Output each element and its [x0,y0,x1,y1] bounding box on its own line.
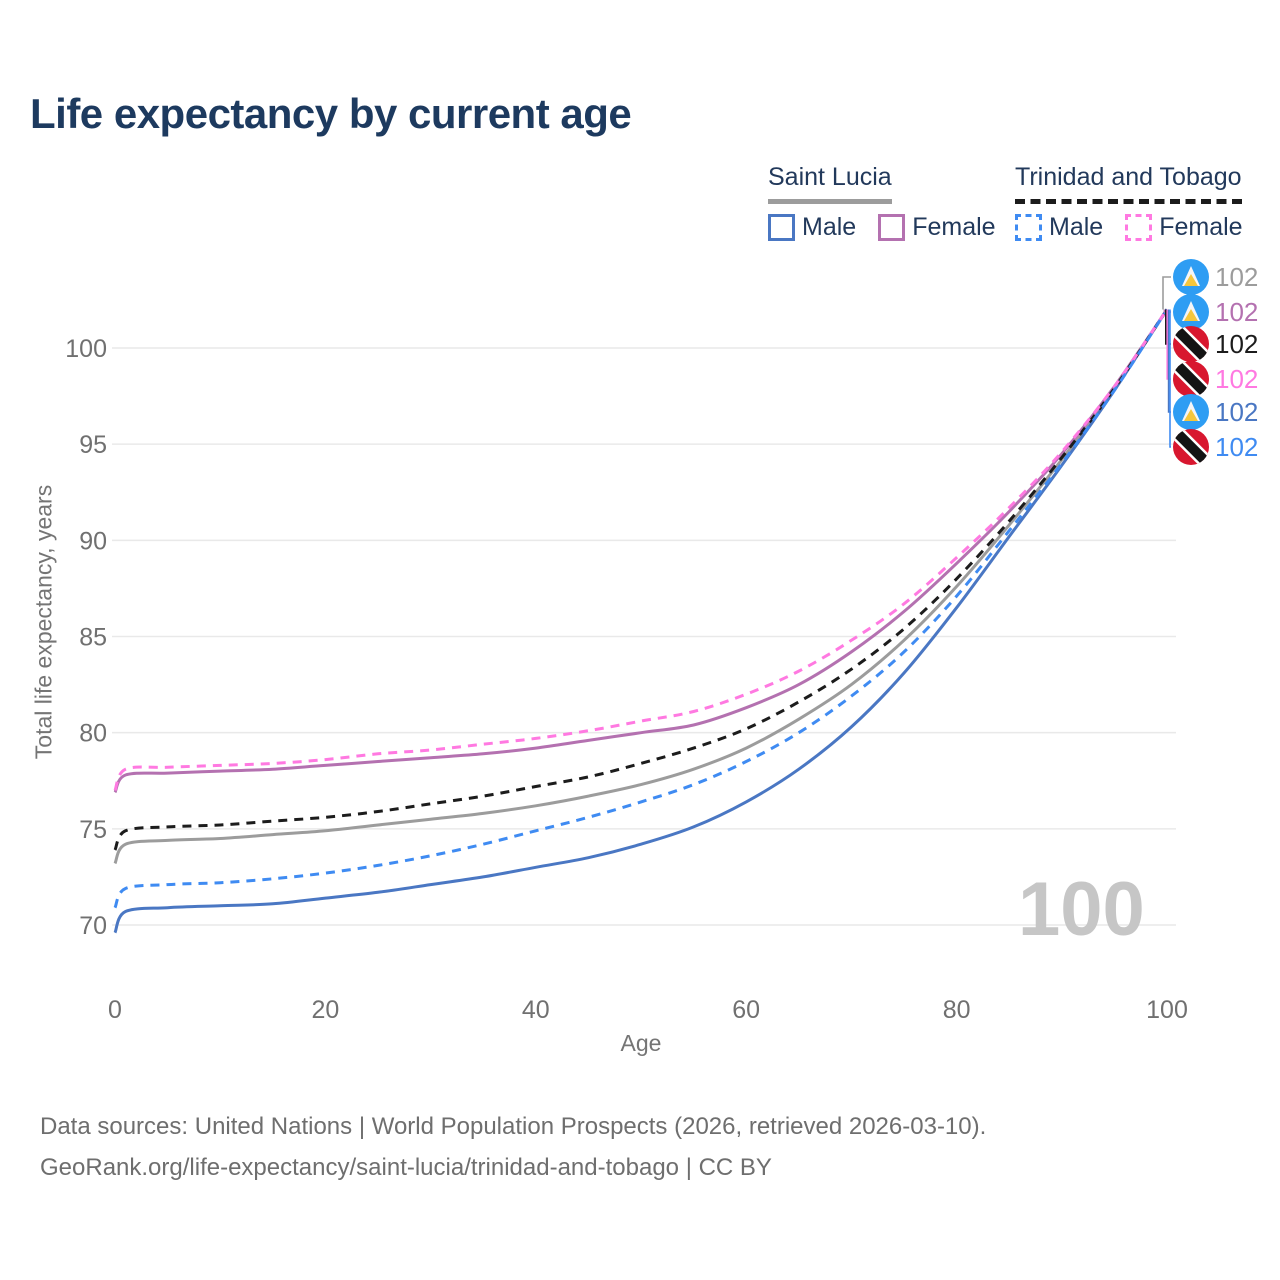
end-label-value: 102 [1215,261,1259,292]
end-label-leader-5 [1169,309,1171,448]
end-label-row-trinidad-and-tobago-male[interactable]: 102 [1173,429,1258,465]
legend-group-trinidad-and-tobago: Trinidad and Tobago Male Female [1015,163,1265,242]
y-tick-label-85: 85 [79,624,107,652]
y-tick-label-90: 90 [79,527,107,555]
legend-swatch-saint-lucia-female[interactable] [878,214,906,241]
saint-lucia-flag-icon [1173,259,1209,295]
y-tick-label-100: 100 [65,335,107,363]
legend-swatch-trinidad-and-tobago-male[interactable] [1015,214,1042,241]
chart-canvas: 70 75 80 85 90 95 100 0 20 40 60 80 100 [65,276,1188,1024]
y-tick-label-95: 95 [79,431,107,459]
legend-title-saint-lucia[interactable]: Saint Lucia [768,163,892,204]
legend-title-trinidad-and-tobago[interactable]: Trinidad and Tobago [1015,163,1242,204]
legend-items-saint-lucia: Male Female [768,213,1018,242]
footer-data-sources: Data sources: United Nations | World Pop… [40,1113,987,1140]
end-label-row-trinidad-and-tobago-female[interactable]: 102 [1173,361,1258,397]
end-label-row-saint-lucia-female[interactable]: 102 [1173,294,1258,330]
y-tick-label-75: 75 [79,816,107,844]
series-line-trinidad-and-tobago-male[interactable] [113,308,1169,909]
y-tick-label-80: 80 [79,720,107,748]
end-label-value: 102 [1215,431,1259,462]
trinidad-and-tobago-flag-icon [1173,429,1209,465]
legend-label-trinidad-and-tobago-male[interactable]: Male [1049,213,1104,241]
footer-attribution: GeoRank.org/life-expectancy/saint-lucia/… [40,1154,772,1181]
end-label-value: 102 [1215,296,1259,327]
x-tick-label-60: 60 [732,996,760,1024]
end-label-row-saint-lucia-total[interactable]: 102 [1173,259,1258,295]
end-label-leader-0 [1162,276,1171,310]
x-tick-label-40: 40 [522,996,550,1024]
end-value-labels: 102 102 102 102 102 102 [1173,0,1273,500]
series-line-saint-lucia-male[interactable] [113,308,1169,934]
series-line-trinidad-and-tobago-total[interactable] [113,308,1169,851]
end-label-value: 102 [1215,396,1259,427]
end-label-value: 102 [1215,328,1259,359]
page-title: Life expectancy by current age [30,90,632,137]
series-line-saint-lucia-total[interactable] [113,308,1169,865]
y-tick-label-70: 70 [79,912,107,940]
x-tick-label-80: 80 [943,996,971,1024]
y-axis-title: Total life expectancy, years [30,484,57,760]
legend-label-trinidad-and-tobago-female[interactable]: Female [1159,213,1243,241]
x-axis-title: Age [620,1030,662,1056]
end-label-value: 102 [1215,363,1259,394]
legend-items-trinidad-and-tobago: Male Female [1015,213,1265,242]
trinidad-and-tobago-flag-icon [1173,326,1209,362]
x-tick-label-0: 0 [108,996,122,1024]
series-line-saint-lucia-female[interactable] [113,308,1169,794]
trinidad-and-tobago-flag-icon [1173,361,1209,397]
end-label-row-saint-lucia-male[interactable]: 102 [1173,394,1258,430]
x-tick-label-100: 100 [1146,996,1188,1024]
saint-lucia-flag-icon [1173,394,1209,430]
x-tick-label-20: 20 [311,996,339,1024]
legend-swatch-trinidad-and-tobago-female[interactable] [1125,214,1153,241]
end-label-row-trinidad-and-tobago-total[interactable]: 102 [1173,326,1258,362]
footer: Data sources: United Nations | World Pop… [40,1106,986,1188]
legend-swatch-saint-lucia-male[interactable] [768,214,795,241]
saint-lucia-flag-icon [1173,294,1209,330]
legend-label-saint-lucia-male[interactable]: Male [802,213,857,241]
legend-label-saint-lucia-female[interactable]: Female [912,213,996,241]
series-line-trinidad-and-tobago-female[interactable] [113,308,1169,792]
legend-group-saint-lucia: Saint Lucia Male Female [768,163,1018,242]
